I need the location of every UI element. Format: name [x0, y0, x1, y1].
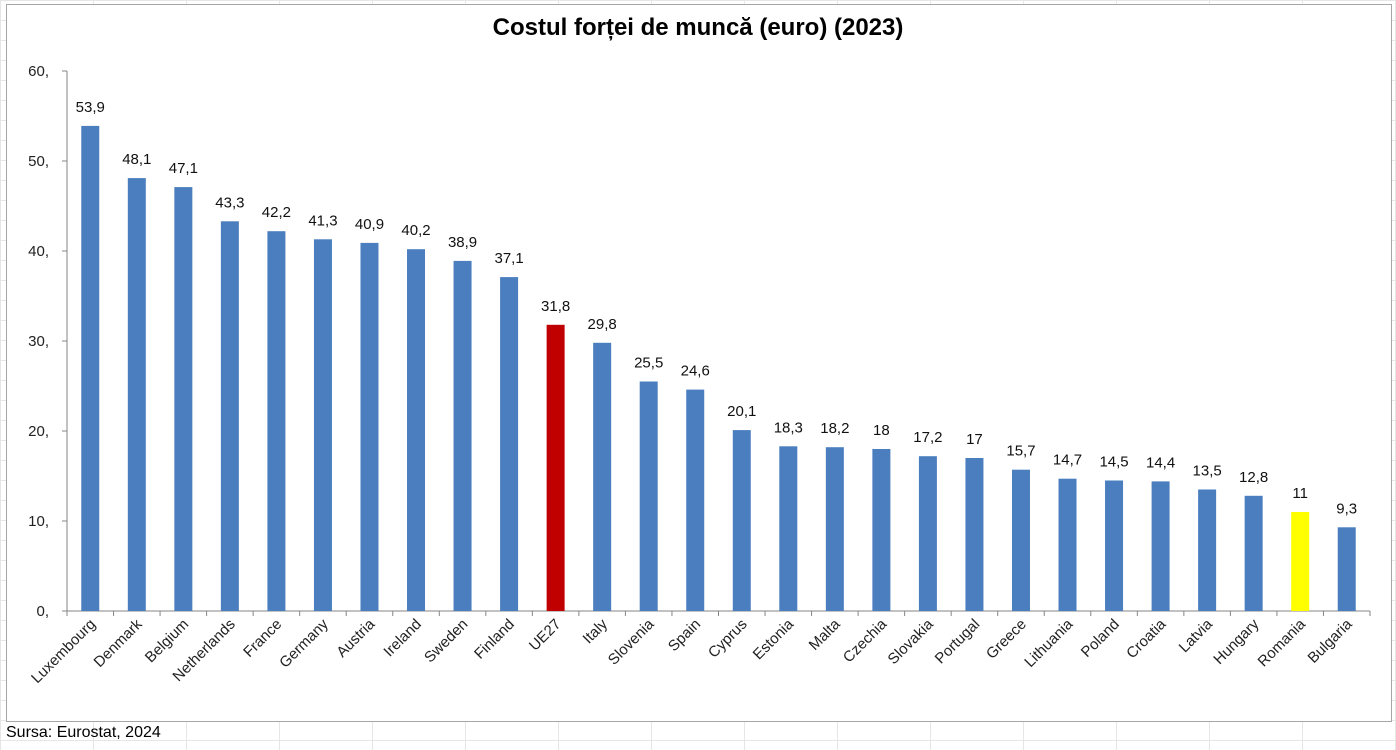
- x-tick-label: Ireland: [380, 616, 424, 660]
- bar-croatia: [1151, 481, 1170, 611]
- data-label: 38,9: [448, 234, 477, 251]
- bar-france: [267, 231, 286, 611]
- data-label: 40,9: [355, 216, 384, 233]
- data-label: 15,7: [1006, 443, 1035, 460]
- data-label: 43,3: [215, 194, 244, 211]
- bar-latvia: [1198, 489, 1217, 611]
- data-label: 18: [873, 422, 890, 439]
- bar-poland: [1105, 480, 1124, 611]
- bar-austria: [360, 242, 379, 611]
- y-tick-label: 40,: [28, 243, 49, 260]
- bar-ireland: [407, 249, 426, 611]
- x-tick-label: UE27: [526, 616, 565, 655]
- data-label: 9,3: [1336, 500, 1357, 517]
- bar-sweden: [453, 260, 472, 611]
- bar-belgium: [174, 187, 193, 611]
- x-tick-label: Poland: [1078, 616, 1123, 661]
- y-tick-label: 0,: [36, 603, 49, 620]
- data-label: 41,3: [308, 212, 337, 229]
- x-tick-label: Finland: [471, 616, 518, 663]
- x-tick-label: Romania: [1255, 615, 1310, 670]
- bar-portugal: [965, 458, 984, 611]
- bar-finland: [500, 277, 519, 611]
- data-label: 20,1: [727, 403, 756, 420]
- x-tick-label: Slovenia: [605, 615, 658, 668]
- data-label: 12,8: [1239, 469, 1268, 486]
- x-tick-label: Greece: [983, 616, 1030, 663]
- x-tick-label: Malta: [806, 615, 844, 653]
- bar-slovakia: [918, 456, 937, 611]
- data-label: 13,5: [1193, 463, 1222, 480]
- bar-luxembourg: [81, 125, 100, 612]
- x-tick-label: Spain: [665, 616, 704, 655]
- x-tick-label: Austria: [333, 615, 378, 660]
- bar-lithuania: [1058, 478, 1077, 611]
- data-label: 42,2: [262, 204, 291, 221]
- bar-slovenia: [639, 381, 658, 611]
- bar-malta: [825, 447, 844, 611]
- x-tick-label: Estonia: [750, 615, 798, 663]
- x-tick-label: Italy: [580, 615, 612, 647]
- bar-denmark: [127, 178, 146, 611]
- x-tick-label: Latvia: [1176, 615, 1217, 656]
- x-tick-label: Slovakia: [885, 615, 938, 668]
- y-tick-label: 60,: [28, 63, 49, 80]
- x-tick-label: France: [240, 616, 285, 661]
- data-label: 53,9: [76, 99, 105, 116]
- bar-ue27: [546, 324, 565, 611]
- data-label: 48,1: [122, 151, 151, 168]
- chart-title: Costul forței de muncă (euro) (2023): [492, 14, 904, 41]
- y-tick-label: 10,: [28, 513, 49, 530]
- x-tick-label: Bulgaria: [1305, 615, 1356, 666]
- data-label: 18,3: [774, 419, 803, 436]
- x-tick-label: Croatia: [1123, 615, 1170, 662]
- bar-cyprus: [732, 430, 751, 611]
- bar-czechia: [872, 449, 891, 611]
- bar-netherlands: [220, 221, 239, 612]
- data-label: 11: [1292, 485, 1308, 502]
- data-label: 14,4: [1146, 454, 1175, 471]
- data-label: 17,2: [913, 429, 942, 446]
- bar-spain: [686, 389, 705, 611]
- y-tick-label: 50,: [28, 153, 49, 170]
- bar-germany: [313, 239, 332, 612]
- data-label: 37,1: [494, 250, 523, 267]
- data-label: 14,5: [1099, 454, 1128, 471]
- x-tick-label: Czechia: [840, 615, 891, 666]
- x-tick-label: Portugal: [932, 616, 984, 668]
- data-label: 25,5: [634, 355, 663, 372]
- data-label: 17: [966, 431, 983, 448]
- data-label: 47,1: [169, 160, 198, 177]
- data-label: 31,8: [541, 298, 570, 315]
- bar-greece: [1011, 469, 1030, 611]
- x-tick-label: Sweden: [421, 616, 471, 666]
- bar-estonia: [779, 446, 798, 611]
- data-label: 18,2: [820, 420, 849, 437]
- bar-hungary: [1244, 495, 1263, 611]
- bar-italy: [593, 342, 612, 611]
- x-tick-label: Cyprus: [705, 616, 751, 662]
- bar-bulgaria: [1337, 527, 1356, 611]
- data-label: 24,6: [681, 363, 710, 380]
- y-tick-label: 30,: [28, 333, 49, 350]
- data-label: 40,2: [401, 222, 430, 239]
- x-tick-label: Luxembourg: [28, 616, 99, 687]
- x-tick-label: Denmark: [91, 615, 146, 670]
- x-tick-label: Lithuania: [1021, 615, 1077, 671]
- y-tick-label: 20,: [28, 423, 49, 440]
- bar-romania: [1291, 512, 1310, 611]
- source-note: Sursa: Eurostat, 2024: [6, 724, 161, 741]
- data-label: 14,7: [1053, 452, 1082, 469]
- data-label: 29,8: [588, 316, 617, 333]
- x-tick-label: Germany: [276, 615, 332, 671]
